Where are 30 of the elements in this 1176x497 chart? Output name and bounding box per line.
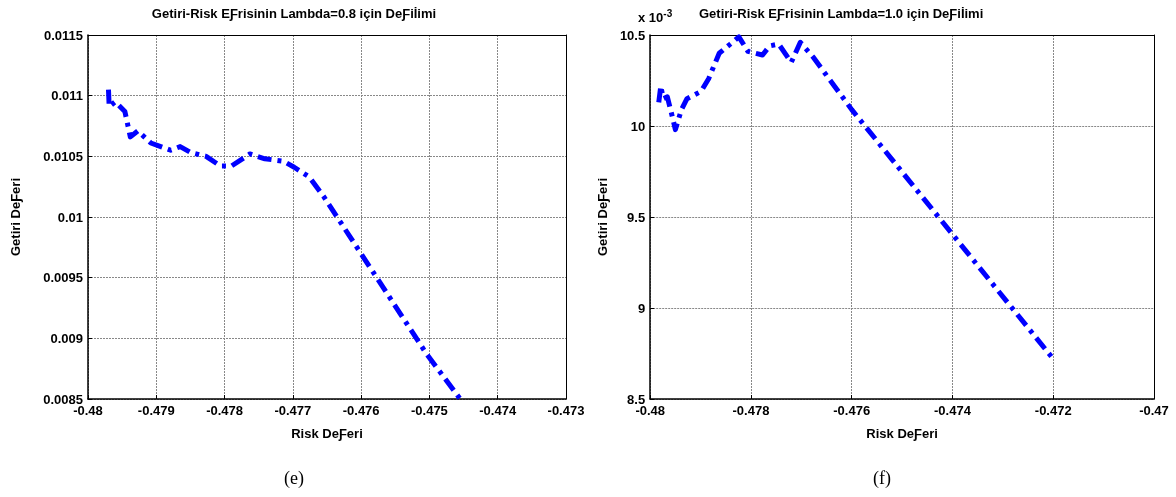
x-tick-label: -0.478 <box>206 403 244 418</box>
text: (e) <box>284 468 304 489</box>
y-tick-label: 0.0115 <box>43 27 83 43</box>
x-axis-title: Risk DeƑeri <box>866 426 938 441</box>
y-tick-label: 0.01 <box>57 209 83 225</box>
x-tick-label: -0.474 <box>934 403 972 418</box>
y-tick-label: 9 <box>637 300 646 316</box>
x-tick-label: -0.47 <box>1139 403 1169 418</box>
x-tick-label: -0.476 <box>833 403 871 418</box>
chart-title: Getiri-Risk EƑrisinin Lambda=1.0 için DeƑiİimi <box>699 6 984 21</box>
y-tick-label: 10 <box>630 118 646 134</box>
x-tick-label: -0.472 <box>1034 403 1072 418</box>
x-tick-label: -0.475 <box>410 403 448 418</box>
chart-title: Getiri-Risk EƑrisinin Lambda=0.8 için DeƑiİimi <box>151 6 437 21</box>
x-tick-label: -0.473 <box>547 403 585 418</box>
y-tick-label: 10.5 <box>619 27 646 43</box>
y-tick-label: 0.011 <box>51 88 83 104</box>
x-tick-label: -0.477 <box>274 403 312 418</box>
x-tick-label: -0.476 <box>342 403 380 418</box>
y-tick-label: 0.009 <box>50 330 83 346</box>
text: (f) <box>873 468 891 489</box>
y-axis-title: Getiri DeƑeri <box>595 177 610 257</box>
x-tick-label: -0.479 <box>137 403 175 418</box>
x-tick-label: -0.478 <box>732 403 770 418</box>
y-tick-label: 0.0095 <box>43 270 83 286</box>
y-tick-label: 0.0105 <box>43 148 83 164</box>
x-tick-label: -0.474 <box>479 403 517 418</box>
y-axis-title: Getiri DeƑeri <box>8 177 23 257</box>
y-tick-label: 9.5 <box>627 209 646 225</box>
x-axis-title: Risk DeƑeri <box>291 426 363 441</box>
